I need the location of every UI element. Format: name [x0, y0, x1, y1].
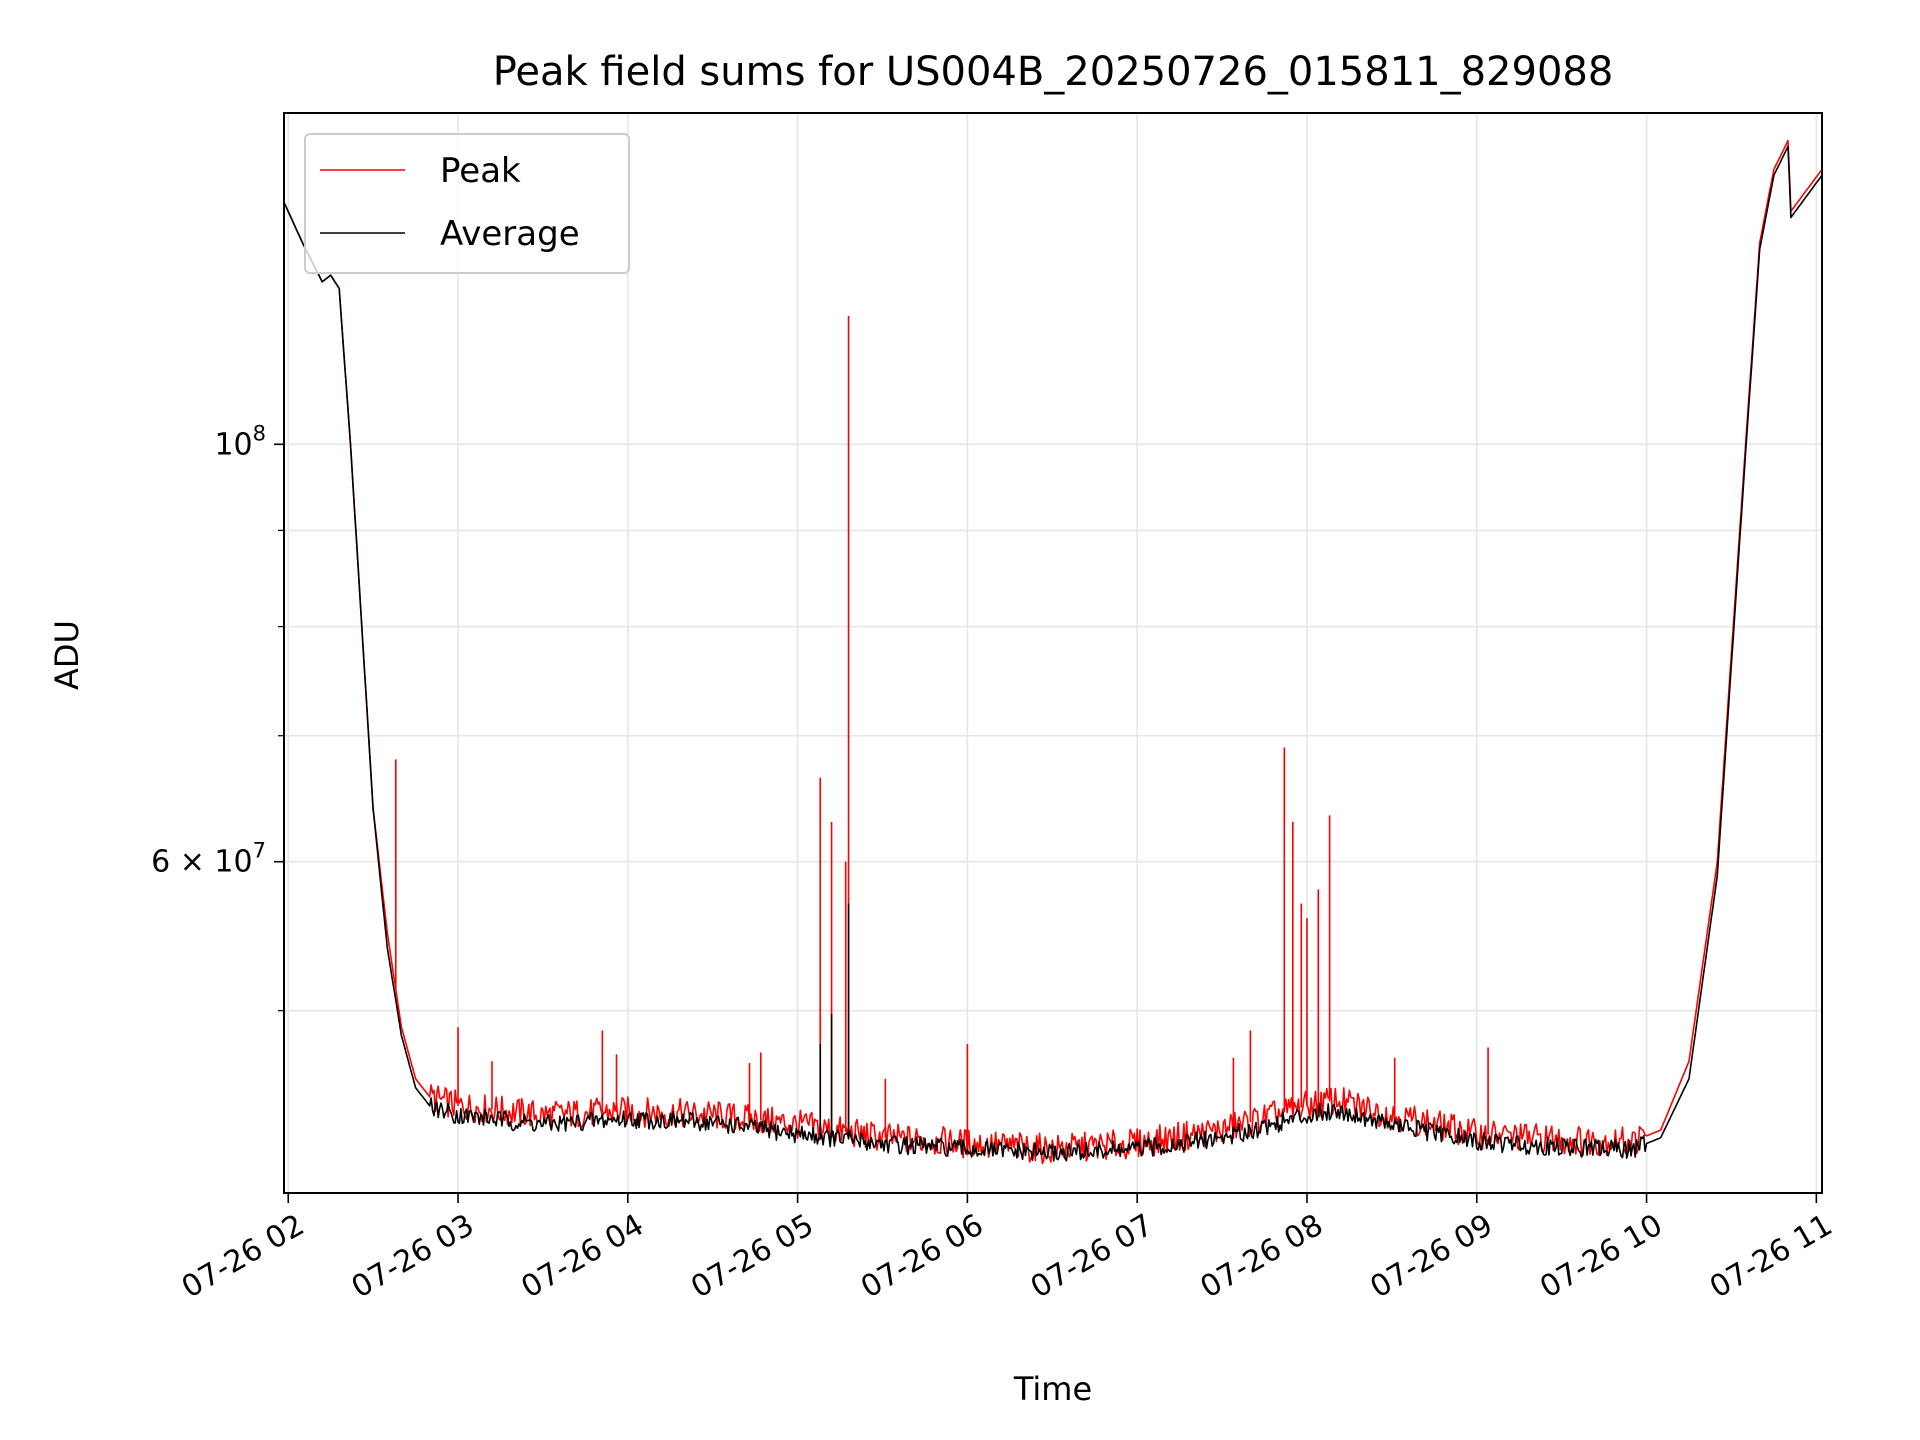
- grid: [284, 113, 1822, 1193]
- y-axis-label: ADU: [48, 620, 86, 690]
- legend: Peak Average: [304, 133, 630, 274]
- legend-label-peak: Peak: [440, 151, 521, 191]
- series-line-average: [284, 145, 1822, 1162]
- y-axis-ticks: 6 × 107 108: [151, 421, 284, 1012]
- chart-title: Peak field sums for US004B_20250726_0158…: [493, 49, 1614, 95]
- legend-box: [304, 133, 630, 274]
- plot-frame: [283, 112, 1823, 1194]
- series-layer: [284, 139, 1822, 1165]
- x-axis-label: Time: [1013, 1370, 1092, 1408]
- legend-label-average: Average: [440, 214, 580, 254]
- y-tick-label: 6 × 107: [151, 839, 266, 880]
- y-tick-label: 108: [214, 421, 266, 462]
